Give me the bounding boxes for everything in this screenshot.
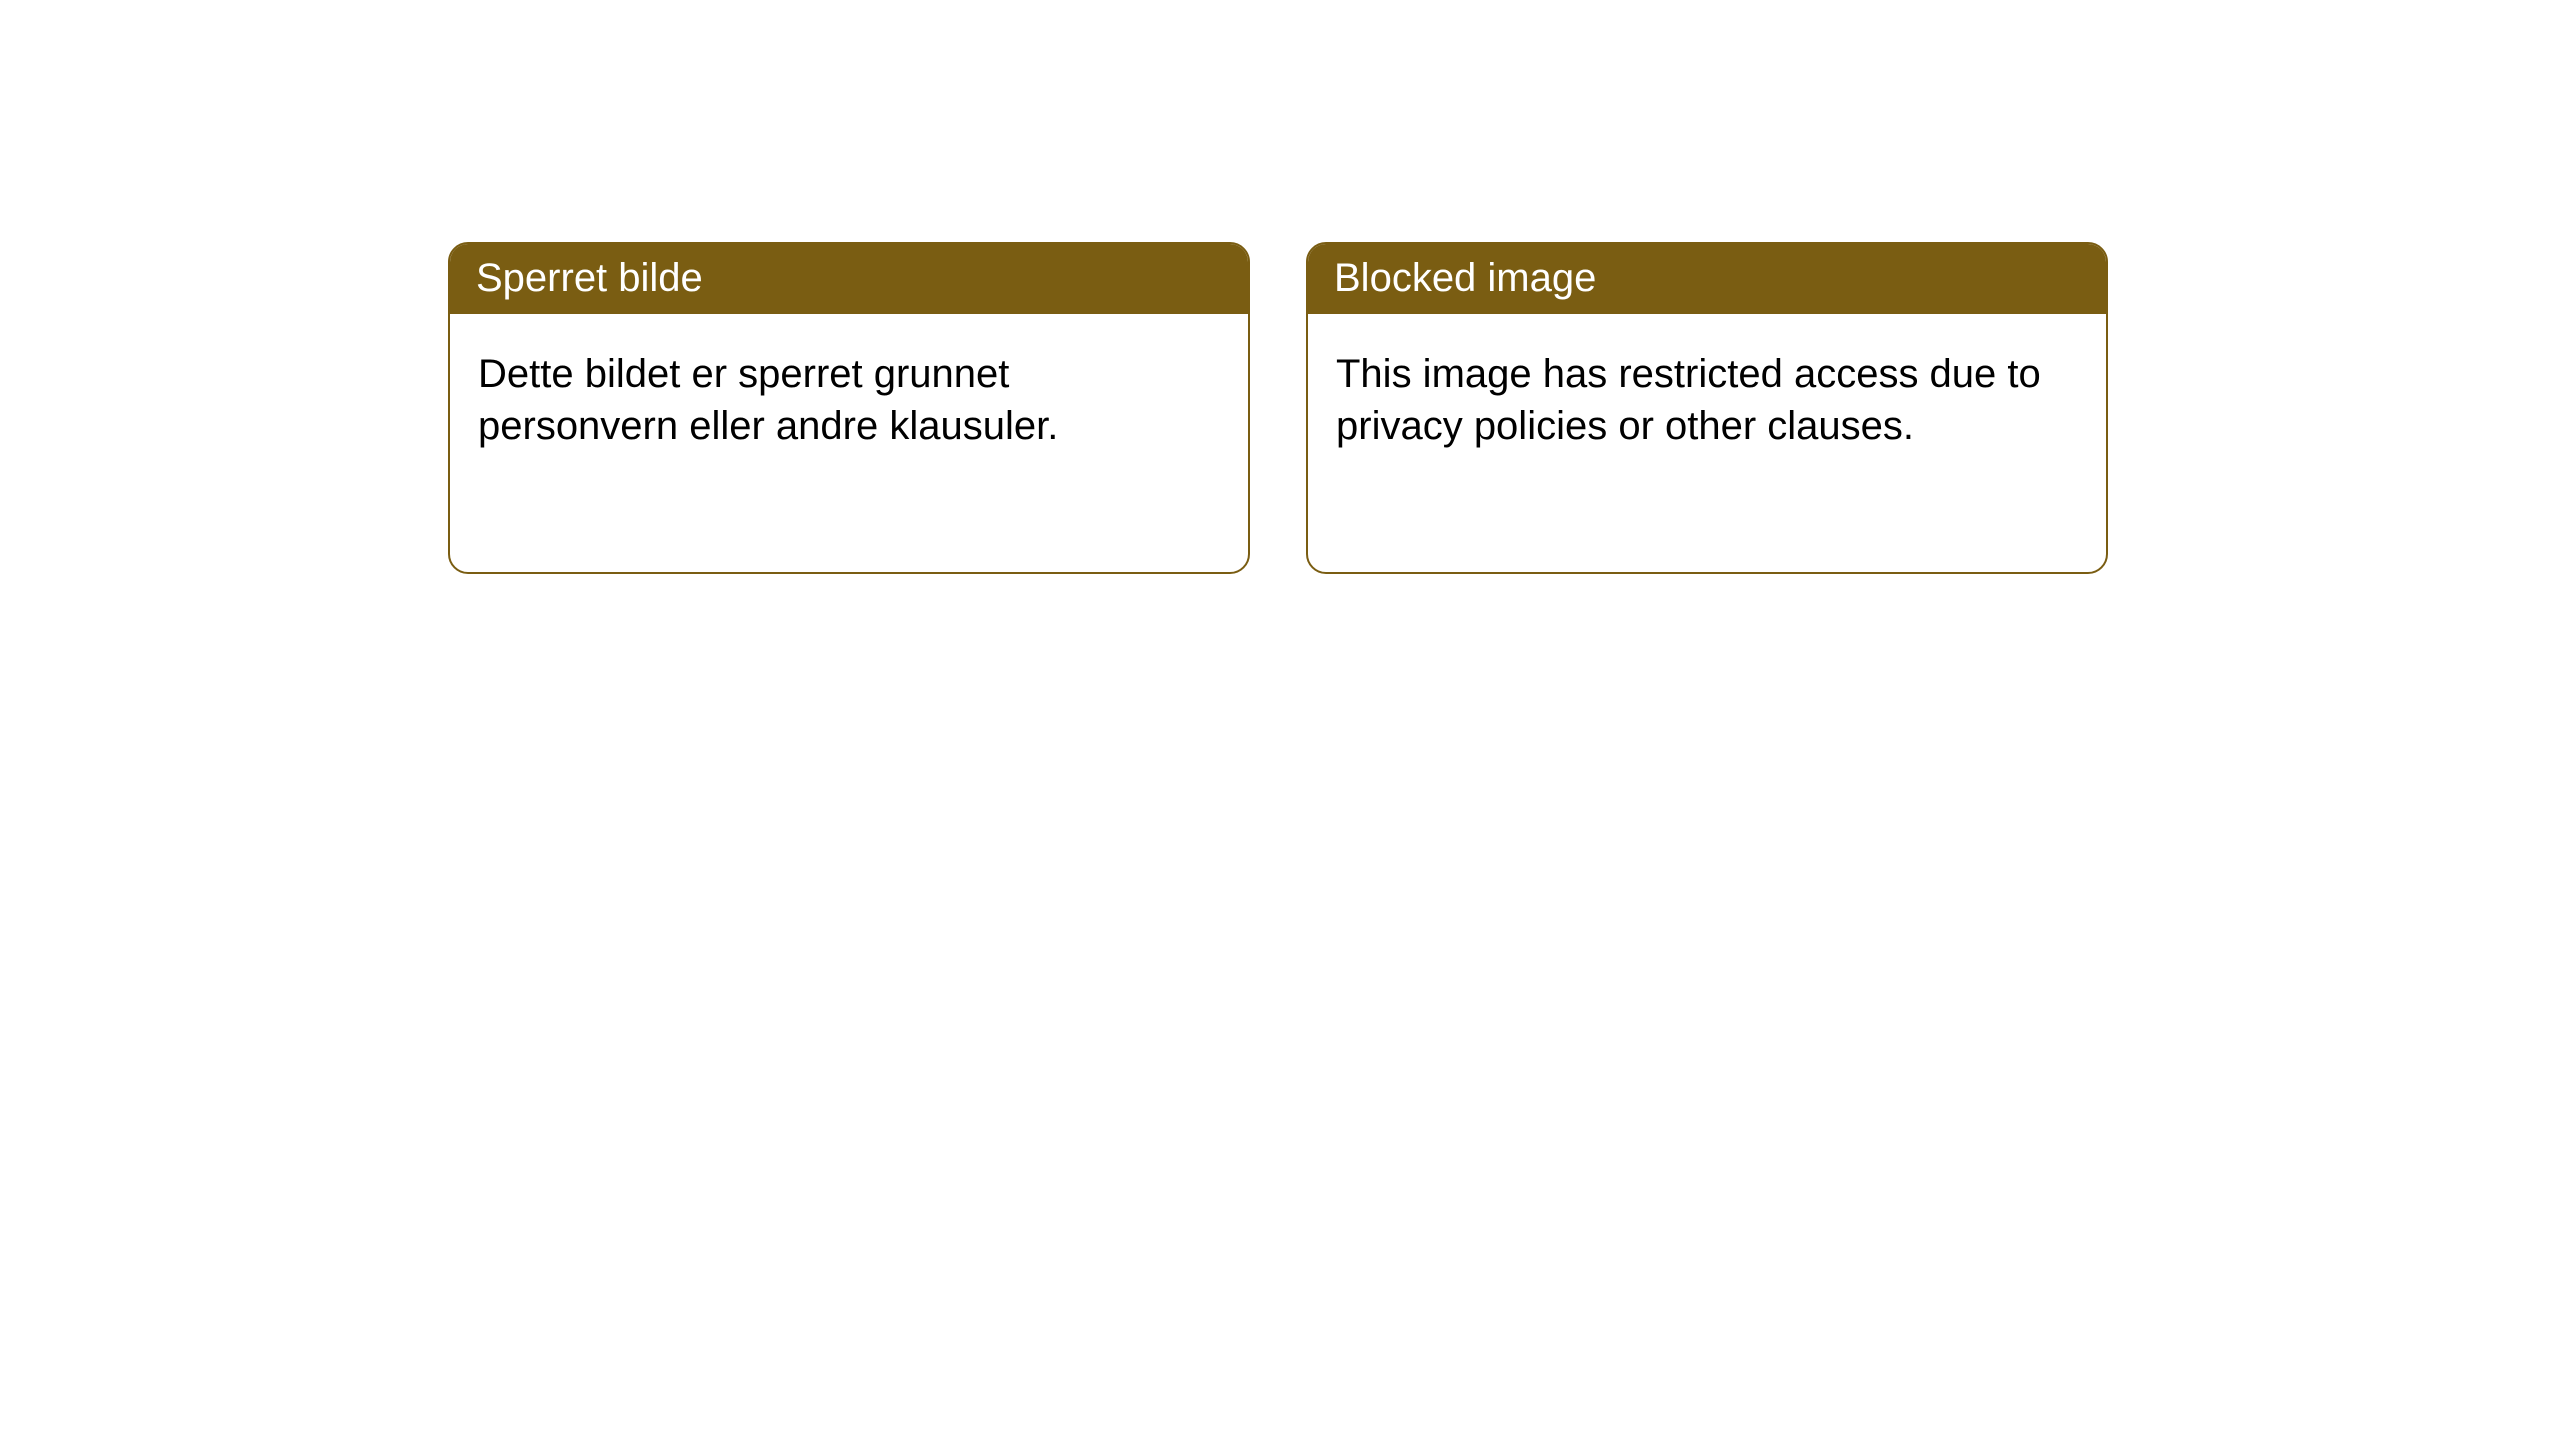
notice-container: Sperret bilde Dette bildet er sperret gr… (0, 0, 2560, 574)
notice-body: This image has restricted access due to … (1308, 314, 2106, 486)
notice-body: Dette bildet er sperret grunnet personve… (450, 314, 1248, 486)
notice-title: Blocked image (1308, 244, 2106, 314)
notice-title: Sperret bilde (450, 244, 1248, 314)
notice-card-norwegian: Sperret bilde Dette bildet er sperret gr… (448, 242, 1250, 574)
notice-card-english: Blocked image This image has restricted … (1306, 242, 2108, 574)
